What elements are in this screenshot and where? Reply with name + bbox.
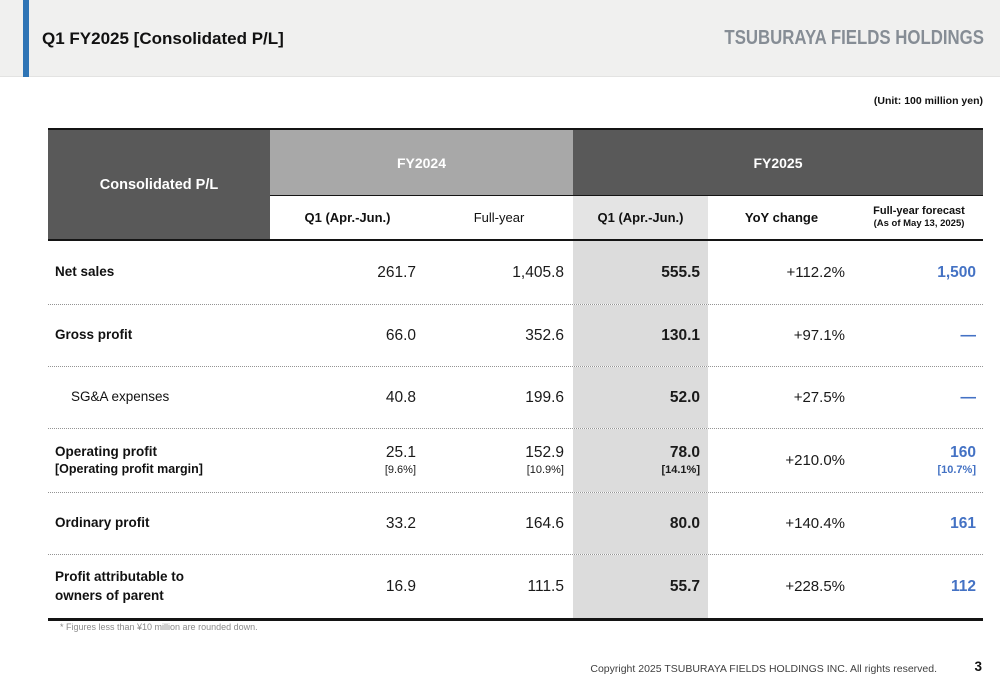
fy25-q1-value: 80.0	[669, 514, 700, 532]
fy25-q1-margin: [14.1%]	[661, 464, 700, 477]
fy24-fullyear-value: 152.9	[525, 444, 564, 462]
title-band	[0, 0, 1000, 77]
row-label: Net sales	[55, 264, 115, 280]
fy24-q1-value: 66.0	[385, 326, 416, 344]
table-header: Consolidated P/L FY2024 FY2025 Q1 (Apr.-…	[48, 130, 983, 241]
fy24-q1-value: 261.7	[377, 263, 416, 281]
yoy-value: +210.0%	[785, 452, 845, 469]
accent-bar	[23, 0, 29, 77]
fy24-q1-value: 40.8	[385, 388, 416, 406]
fy24-fullyear-value: 1,405.8	[512, 263, 564, 281]
company-logo: TSUBURAYA FIELDS HOLDINGS	[724, 27, 984, 49]
col-header-fullyear-forecast: Full-year forecast (As of May 13, 2025)	[855, 196, 983, 239]
row-label: Ordinary profit	[55, 515, 150, 531]
forecast-value: 161	[950, 514, 976, 532]
forecast-margin: [10.7%]	[937, 464, 976, 477]
unit-note: (Unit: 100 million yen)	[873, 95, 983, 107]
col-header-fy25-q1: Q1 (Apr.-Jun.)	[573, 196, 708, 239]
forecast-value: 112	[950, 577, 976, 595]
row-label: Operating profit	[55, 443, 157, 459]
row-label-margin: [Operating profit margin]	[55, 462, 203, 477]
fy24-q1-value: 16.9	[385, 577, 416, 595]
col-header-fy24-q1: Q1 (Apr.-Jun.)	[270, 196, 425, 239]
fy24-fullyear-value: 352.6	[525, 326, 564, 344]
copyright-notice: Copyright 2025 TSUBURAYA FIELDS HOLDINGS…	[590, 663, 937, 675]
fy24-fullyear-value: 111.5	[527, 577, 565, 595]
fy25-q1-value: 52.0	[669, 388, 700, 406]
yoy-value: +27.5%	[793, 389, 845, 406]
group-header-fy2025: FY2025	[573, 130, 983, 196]
table-row-gross-profit: Gross profit 66.0 352.6 130.1 +97.1% —	[48, 305, 983, 367]
col-header-fy24-fullyear: Full-year	[425, 196, 573, 239]
forecast-value: 1,500	[937, 263, 976, 281]
fy24-fullyear-value: 199.6	[525, 388, 564, 406]
yoy-value: +97.1%	[793, 327, 845, 344]
col-header-yoy-change: YoY change	[708, 196, 855, 239]
fy25-q1-value: 78.0	[669, 444, 700, 462]
row-label-line1: Profit attributable to	[55, 569, 184, 585]
row-label-line2: owners of parent	[55, 587, 164, 603]
forecast-header-line2: (As of May 13, 2025)	[873, 218, 965, 230]
fy24-q1-value: 33.2	[385, 514, 416, 532]
group-header-fy2024: FY2024	[270, 130, 573, 196]
forecast-dash: —	[960, 326, 977, 344]
row-label: Gross profit	[55, 327, 133, 343]
row-label: SG&A expenses	[71, 389, 170, 405]
yoy-value: +140.4%	[785, 515, 845, 532]
rounding-footnote: * Figures less than ¥10 million are roun…	[60, 622, 258, 632]
fy25-q1-value: 555.5	[661, 263, 700, 281]
fy24-q1-value: 25.1	[385, 444, 416, 462]
corner-header: Consolidated P/L	[48, 130, 270, 239]
fy24-q1-margin: [9.6%]	[384, 464, 416, 477]
fy25-q1-value: 55.7	[669, 577, 700, 595]
fy24-fullyear-margin: [10.9%]	[526, 464, 564, 477]
forecast-value: 160	[950, 444, 976, 462]
slide-title: Q1 FY2025 [Consolidated P/L]	[42, 28, 284, 48]
fy24-fullyear-value: 164.6	[525, 514, 564, 532]
table-row-profit-attributable: Profit attributable to owners of parent …	[48, 555, 983, 618]
yoy-value: +228.5%	[785, 578, 845, 595]
yoy-value: +112.2%	[786, 264, 845, 281]
page-number: 3	[974, 659, 982, 674]
table-row-sga-expenses: SG&A expenses 40.8 199.6 52.0 +27.5% —	[48, 367, 983, 429]
table-row-ordinary-profit: Ordinary profit 33.2 164.6 80.0 +140.4% …	[48, 493, 983, 555]
fy25-q1-value: 130.1	[661, 326, 700, 344]
table-row-net-sales: Net sales 261.7 1,405.8 555.5 +112.2% 1,…	[48, 241, 983, 305]
forecast-dash: —	[960, 388, 977, 406]
table-row-operating-profit: Operating profit [Operating profit margi…	[48, 429, 983, 493]
forecast-header-line1: Full-year forecast	[873, 204, 965, 217]
consolidated-pl-table: Consolidated P/L FY2024 FY2025 Q1 (Apr.-…	[48, 128, 983, 621]
